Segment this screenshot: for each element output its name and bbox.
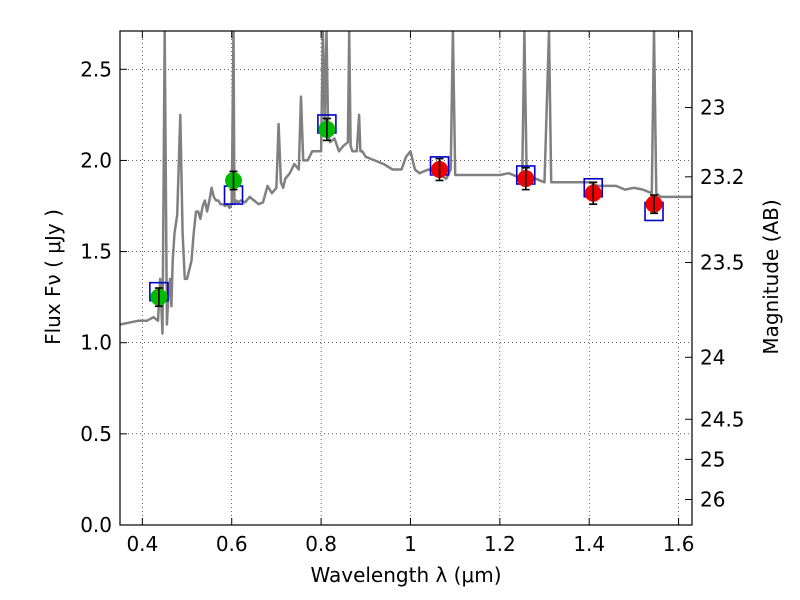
y2-tick-label: 26 (700, 487, 725, 511)
y-tick-label: 0.0 (80, 513, 112, 537)
x-tick-label: 1.6 (663, 532, 695, 556)
y2-axis-label: Magnitude (AB) (759, 199, 783, 354)
plot-frame (119, 30, 693, 526)
y-axis-label: Flux Fν ( μJy ) (41, 209, 65, 345)
x-tick-label: 0.8 (305, 532, 337, 556)
y2-tick-label: 24 (700, 345, 725, 369)
y2-tick-label: 23.5 (700, 251, 745, 275)
y2-tick-label: 24.5 (700, 407, 745, 431)
y-tick-label: 1.5 (80, 240, 112, 264)
y2-tick-label: 23.2 (700, 165, 745, 189)
y-tick-label: 2.0 (80, 148, 112, 172)
x-axis-label: Wavelength λ (μm) (310, 563, 501, 587)
y-tick-label: 0.5 (80, 422, 112, 446)
plot-area (120, 31, 692, 335)
x-tick-label: 0.4 (126, 532, 158, 556)
x-tick-label: 1.4 (573, 532, 605, 556)
x-tick-label: 1.2 (484, 532, 516, 556)
x-tick-label: 1 (404, 532, 417, 556)
y2-tick-label: 23 (700, 96, 725, 120)
y-tick-label: 2.5 (80, 57, 112, 81)
y-tick-label: 1.0 (80, 331, 112, 355)
y2-tick-label: 25 (700, 447, 725, 471)
axes: 0.4 0.6 0.8 1 1.2 1.4 1.6 0.0 0.5 1.0 1.5 2.0 2.5 23 2… (80, 30, 745, 556)
x-tick-label: 0.6 (216, 532, 248, 556)
